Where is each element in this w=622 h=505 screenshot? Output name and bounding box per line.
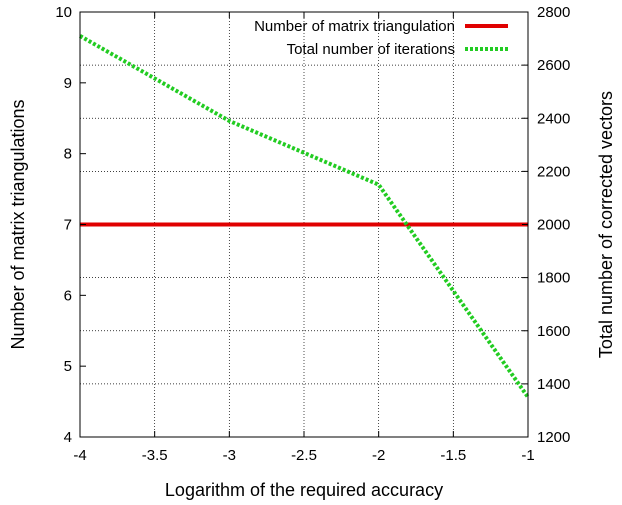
y2-tick-label: 2600 xyxy=(537,57,570,74)
y-tick-label: 10 xyxy=(55,4,72,21)
x-tick-label: -4 xyxy=(73,447,86,464)
y2-tick-label: 2800 xyxy=(537,4,570,21)
y2-axis-label: Total number of corrected vectors xyxy=(596,91,616,358)
x-tick-label: -1 xyxy=(521,447,534,464)
y-tick-label: 5 xyxy=(64,358,72,375)
x-tick-label: -2.5 xyxy=(291,447,317,464)
x-tick-label: -3 xyxy=(223,447,236,464)
y-tick-label: 6 xyxy=(64,287,72,304)
x-tick-label: -1.5 xyxy=(440,447,466,464)
y-tick-label: 9 xyxy=(64,75,72,92)
y2-tick-label: 2200 xyxy=(537,163,570,180)
x-axis-label: Logarithm of the required accuracy xyxy=(165,480,443,500)
series-layer xyxy=(79,34,530,399)
y-tick-label: 4 xyxy=(64,429,72,446)
y2-tick-label: 1600 xyxy=(537,323,570,340)
legend-label-2: Total number of iterations xyxy=(287,41,455,58)
y2-tick-label: 1800 xyxy=(537,270,570,287)
ticks: -4 -3.5 -3 -2.5 -2 -1.5 -1 4 5 6 7 8 9 10 1200 1400 1600… xyxy=(55,4,570,464)
y-axis-label: Number of matrix triangulations xyxy=(8,99,28,349)
y2-tick-label: 2000 xyxy=(537,217,570,234)
x-tick-label: -2 xyxy=(372,447,385,464)
y2-tick-label: 1200 xyxy=(537,429,570,446)
y-tick-label: 8 xyxy=(64,146,72,163)
y2-tick-label: 2400 xyxy=(537,110,570,127)
legend: Number of matrix triangulation Total numb… xyxy=(254,18,508,58)
series-line-2 xyxy=(79,34,530,399)
y-tick-label: 7 xyxy=(64,217,72,234)
y2-tick-label: 1400 xyxy=(537,376,570,393)
x-tick-label: -3.5 xyxy=(142,447,168,464)
legend-label-1: Number of matrix triangulation xyxy=(254,18,455,35)
grid xyxy=(80,12,528,437)
